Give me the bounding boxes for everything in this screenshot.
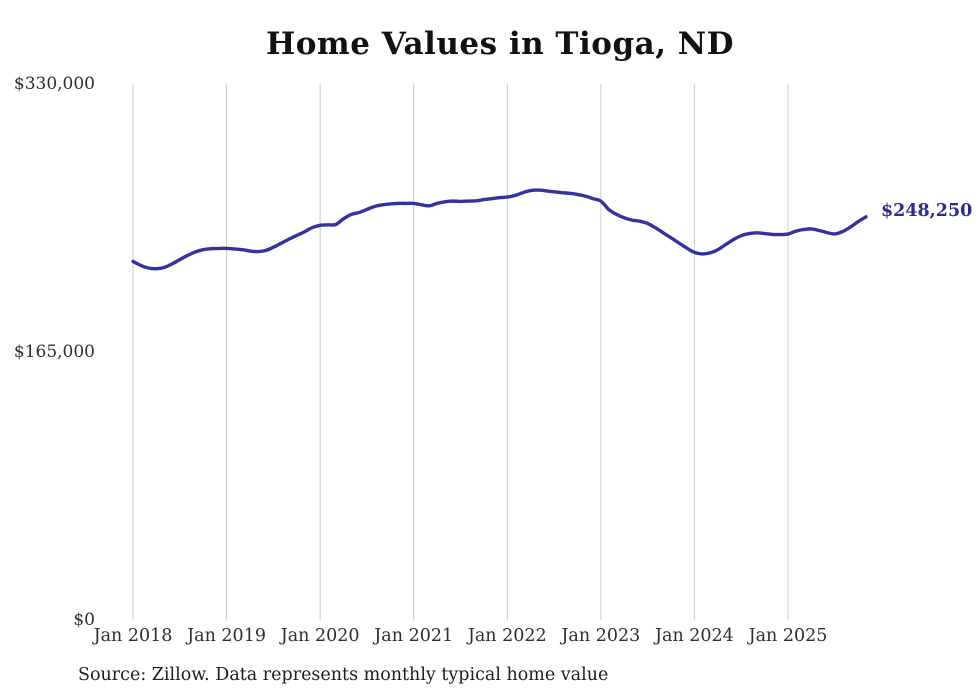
latest-value-label: $248,250: [880, 200, 973, 221]
y-axis-tick-label: $0: [73, 610, 95, 630]
x-axis-tick-label: Jan 2022: [467, 626, 547, 646]
x-axis-tick-label: Jan 2018: [93, 626, 173, 646]
chart-title: Home Values in Tioga, ND: [265, 26, 735, 62]
home-value-line: [131, 188, 868, 271]
x-axis-tick-label: Jan 2024: [655, 626, 734, 646]
x-axis-tick-label: Jan 2025: [748, 626, 828, 646]
x-axis-tick-label: Jan 2021: [374, 626, 454, 646]
x-axis-tick-label: Jan 2023: [561, 626, 641, 646]
y-axis-tick-label: $165,000: [13, 342, 95, 362]
x-axis-tick-label: Jan 2019: [187, 626, 266, 646]
gridline-group: [132, 84, 789, 620]
source-note: Source: Zillow. Data represents monthly …: [78, 665, 609, 685]
x-axis-tick-label: Jan 2020: [280, 626, 360, 646]
y-axis-tick-label: $330,000: [13, 74, 95, 94]
